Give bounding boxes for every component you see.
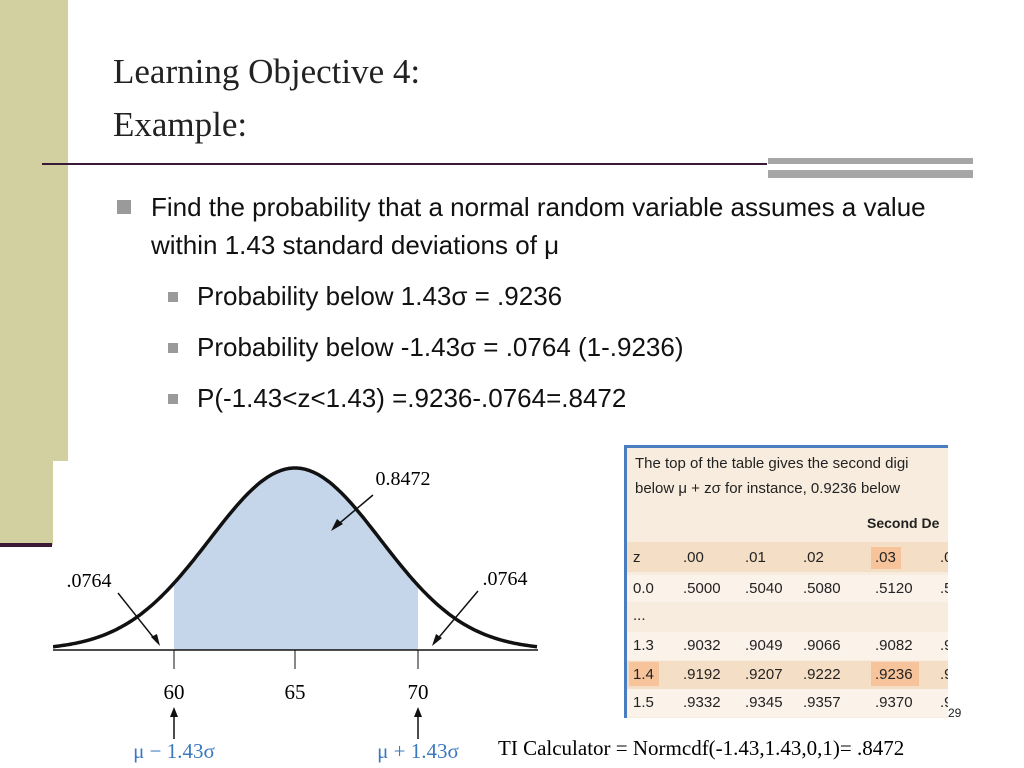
row-band	[627, 602, 948, 630]
arrow-head	[432, 634, 442, 646]
table-cell: .9332	[683, 694, 721, 711]
highlight	[871, 547, 901, 569]
curve	[53, 466, 538, 649]
table-cell: .5080	[803, 580, 841, 597]
table-cell: 1.4	[633, 666, 654, 683]
table-cell: .5000	[683, 580, 721, 597]
table-caption: The top of the table gives the second di…	[635, 455, 909, 472]
table-subheader: Second De	[867, 515, 940, 531]
header-cell: .0	[940, 549, 948, 566]
shaded-area	[174, 468, 418, 650]
table-cell: .9370	[875, 694, 913, 711]
table-cell: .9	[940, 666, 948, 683]
accent-bar	[768, 158, 973, 164]
z-table-excerpt: The top of the table gives the second di…	[624, 445, 948, 718]
title-line: Learning Objective 4:	[113, 52, 421, 91]
footer-note: TI Calculator = Normcdf(-1.43,1.43,0,1)=…	[498, 736, 905, 760]
table-cell: 1.3	[633, 637, 654, 654]
arrow	[117, 592, 158, 643]
tail-label: .0764	[483, 568, 528, 590]
table-cell: .9082	[875, 637, 913, 654]
table-cell: .5120	[875, 580, 913, 597]
highlight	[629, 662, 659, 686]
bullet-text: P(-1.43<z<1.43) =.9236-.0764=.8472	[197, 383, 627, 413]
bullet-marker	[168, 292, 178, 302]
table-cell: .9357	[803, 694, 841, 711]
arrow	[334, 494, 374, 528]
arrow-head	[414, 707, 422, 717]
normal-curve-figure: 60 65 70 0.8472 .0764 .0764 μ − 1.43σ μ …	[53, 461, 538, 768]
bullet-text: Find the probability that a normal rando…	[151, 192, 926, 260]
axis-label: 65	[285, 680, 306, 704]
header-cell: .03	[875, 549, 896, 566]
table-cell: .9	[940, 694, 948, 711]
header-cell: .01	[745, 549, 766, 566]
page-number: 29	[948, 706, 962, 720]
bound-label: μ − 1.43σ	[133, 739, 215, 763]
axis-label: 70	[408, 680, 429, 704]
table-cell: .9236	[875, 666, 913, 683]
arrow-head	[151, 634, 160, 646]
arrow-head	[170, 707, 178, 717]
header-cell: z	[633, 549, 641, 566]
arrow-head	[331, 519, 343, 531]
table-cell: .9066	[803, 637, 841, 654]
table-cell: .9049	[745, 637, 783, 654]
bullet-marker	[117, 200, 131, 214]
bullet-marker	[168, 343, 178, 353]
bound-label: μ + 1.43σ	[377, 739, 459, 763]
bullet-text: Probability below -1.43σ = .0764 (1-.923…	[197, 332, 684, 362]
table-cell: 0.0	[633, 580, 654, 597]
highlight	[871, 662, 919, 686]
table-cell: .9	[940, 637, 948, 654]
area-label: 0.8472	[376, 468, 431, 490]
arrow	[434, 590, 479, 643]
row-band	[627, 689, 948, 717]
title-line: Example:	[113, 105, 248, 144]
table-cell: .5040	[745, 580, 783, 597]
header-cell: .02	[803, 549, 824, 566]
row-band	[627, 632, 948, 660]
table-cell: .5	[940, 580, 948, 597]
table-cell: ...	[633, 607, 646, 624]
table-cell: .9207	[745, 666, 783, 683]
table-cell: 1.5	[633, 694, 654, 711]
bullet-marker	[168, 394, 178, 404]
side-strip	[0, 0, 68, 545]
row-band	[627, 575, 948, 603]
title-rule	[42, 163, 767, 165]
table-cell: .9222	[803, 666, 841, 683]
table-cell: .9032	[683, 637, 721, 654]
table-cell: .9345	[745, 694, 783, 711]
accent-bar	[768, 170, 973, 178]
tail-label: .0764	[67, 570, 112, 592]
table-cell: .9192	[683, 666, 721, 683]
strip-rule	[0, 543, 52, 547]
bullet-text: Probability below 1.43σ = .9236	[197, 281, 563, 311]
header-cell: .00	[683, 549, 704, 566]
axis-label: 60	[164, 680, 185, 704]
table-caption: below μ + zσ for instance, 0.9236 below	[635, 480, 901, 497]
